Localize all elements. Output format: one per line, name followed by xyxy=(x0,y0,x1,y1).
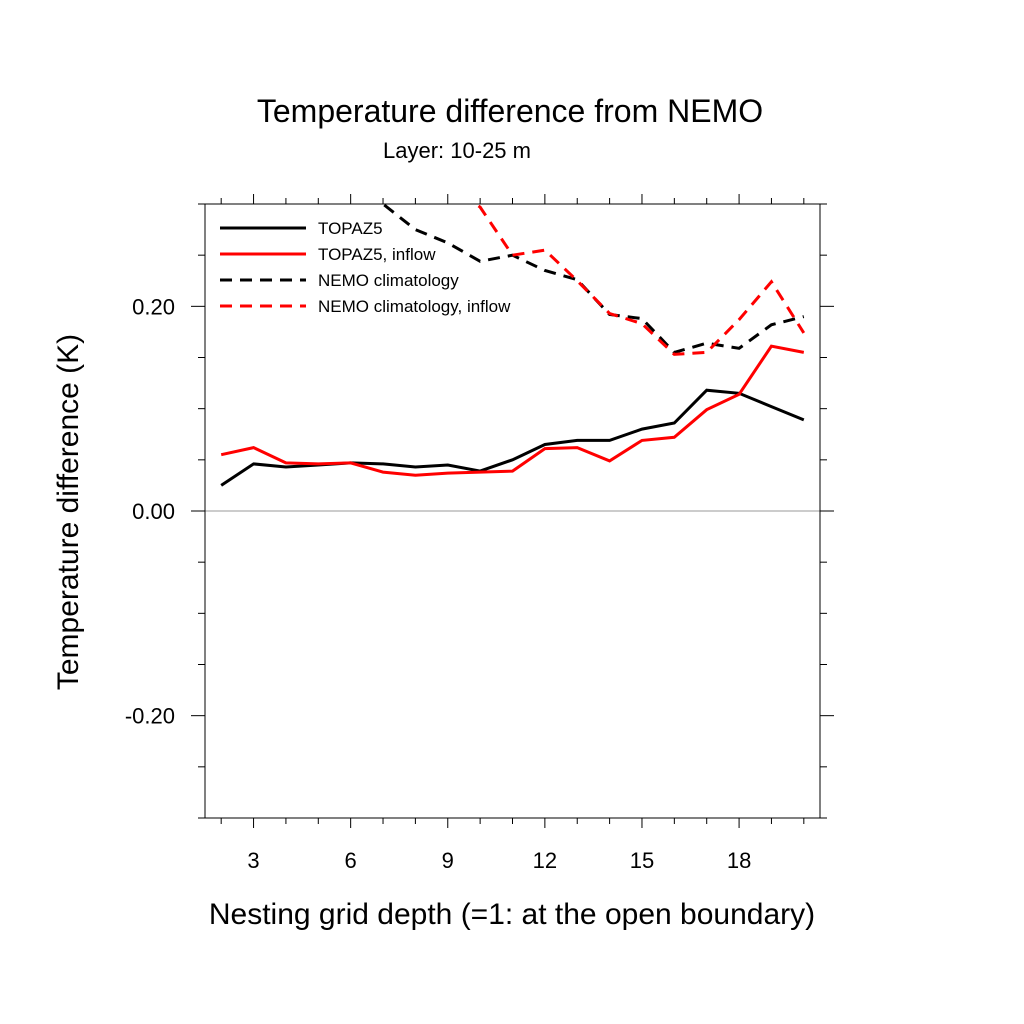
x-tick-label: 9 xyxy=(442,848,454,873)
legend-label: NEMO climatology xyxy=(318,271,459,290)
x-tick-label: 3 xyxy=(247,848,259,873)
legend: TOPAZ5 TOPAZ5, inflow NEMO climatology NEMO… xyxy=(220,219,511,316)
legend-label: TOPAZ5 xyxy=(318,219,383,238)
series-line-topaz5-inflow xyxy=(220,344,805,477)
y-axis-label: Temperature difference (K) xyxy=(52,334,85,690)
y-tick-label: 0.00 xyxy=(132,499,175,524)
x-tick-label: 12 xyxy=(533,848,557,873)
legend-label: NEMO climatology, inflow xyxy=(318,297,511,316)
y-tick-label: 0.20 xyxy=(132,294,175,319)
x-tick-label: 18 xyxy=(727,848,751,873)
plot-frame xyxy=(204,203,821,819)
legend-label: TOPAZ5, inflow xyxy=(318,245,436,264)
x-tick-label: 15 xyxy=(630,848,654,873)
series-layer xyxy=(220,204,806,487)
y-tick-label: -0.20 xyxy=(125,704,175,729)
x-tick-label: 6 xyxy=(345,848,357,873)
plot-axes: 3 6 9 12 15 18 -0.20 0.00 0.20 xyxy=(125,194,834,873)
chart-title: Temperature difference from NEMO xyxy=(257,93,763,129)
series-line-nemo-climatology xyxy=(380,204,805,355)
chart-subtitle: Layer: 10-25 m xyxy=(383,138,531,163)
x-axis-label: Nesting grid depth (=1: at the open boun… xyxy=(209,898,815,931)
